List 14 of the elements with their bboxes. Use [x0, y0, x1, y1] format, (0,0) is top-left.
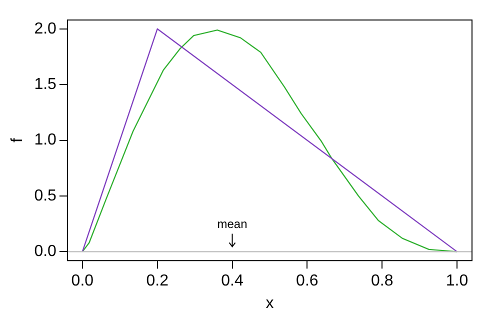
x-tick-label: 0.6	[296, 272, 318, 290]
x-tick-label: 0.0	[71, 272, 94, 290]
y-tick-label: 2.0	[34, 20, 57, 38]
y-tick-label: 0.5	[34, 187, 57, 204]
x-tick-label: 0.4	[221, 272, 244, 290]
y-tick-label: 1.0	[34, 132, 57, 149]
y-axis-title: f	[9, 138, 26, 143]
y-tick-label: 0.0	[34, 243, 57, 260]
y-tick-label: 1.5	[34, 76, 57, 94]
x-tick-label: 0.8	[370, 272, 394, 290]
x-tick-label: 1.0	[446, 272, 468, 290]
x-axis-title: x	[266, 294, 274, 312]
x-tick-label: 0.2	[146, 272, 169, 290]
annotation: mean	[217, 217, 248, 231]
